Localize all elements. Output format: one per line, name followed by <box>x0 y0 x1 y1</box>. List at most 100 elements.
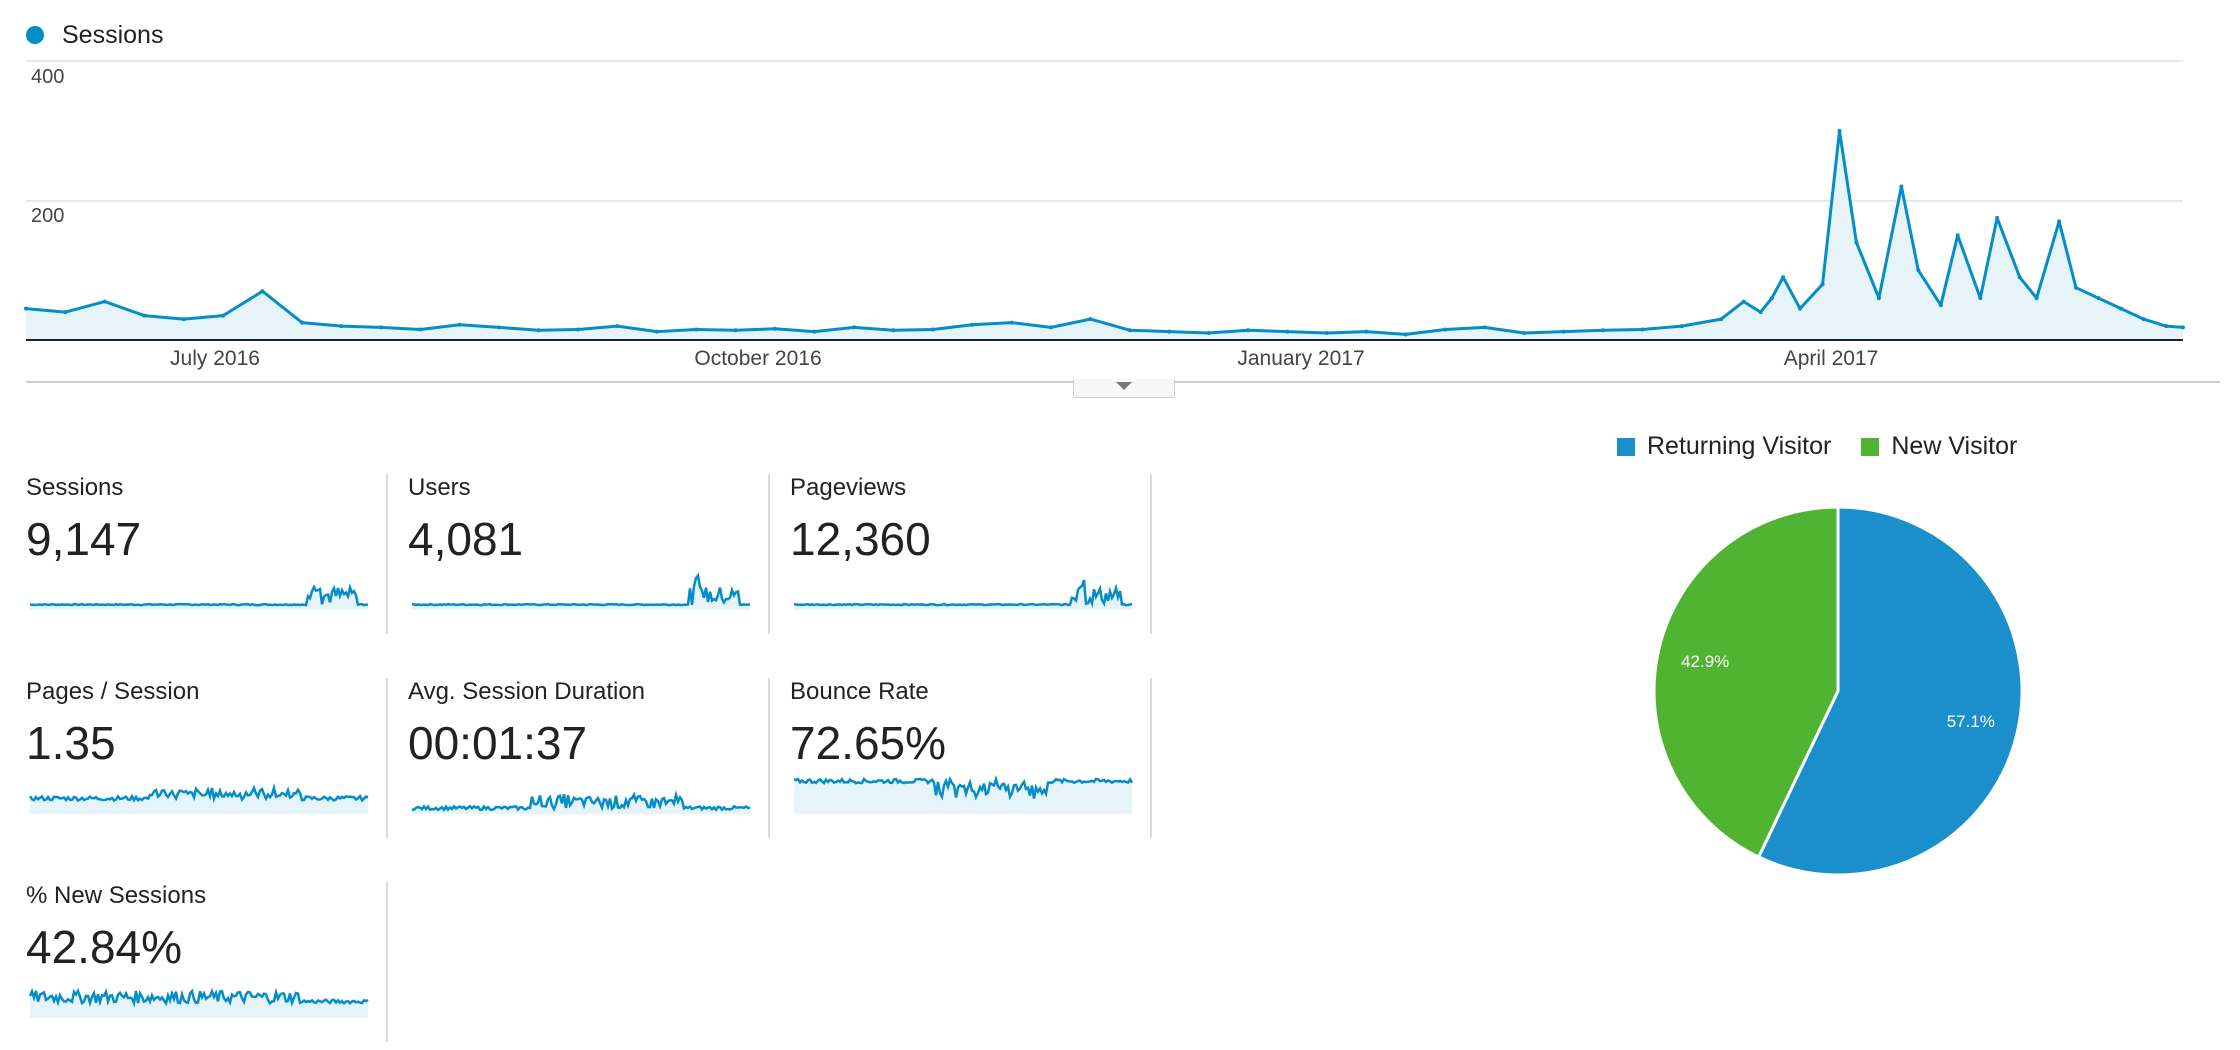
sessions-data-point[interactable] <box>1561 329 1566 334</box>
metric-value: 72.65% <box>790 717 947 769</box>
sessions-data-point[interactable] <box>1325 331 1329 335</box>
sessions-data-point[interactable] <box>1679 324 1684 329</box>
sessions-data-point[interactable] <box>615 324 620 329</box>
metric-tile-users[interactable]: Users 4,081 <box>408 474 770 634</box>
sessions-data-point[interactable] <box>2034 296 2039 301</box>
legend-swatch-new <box>1861 437 1880 456</box>
sessions-data-point[interactable] <box>1854 240 1859 245</box>
sessions-data-point[interactable] <box>2141 317 2146 322</box>
sessions-data-point[interactable] <box>970 322 975 327</box>
sessions-data-point[interactable] <box>181 317 186 322</box>
sessions-legend[interactable]: Sessions <box>26 20 163 50</box>
sessions-data-point[interactable] <box>1167 329 1172 334</box>
legend-swatch-returning <box>1617 437 1635 456</box>
sparkline-path <box>411 572 751 607</box>
sessions-data-point[interactable] <box>24 306 28 311</box>
sessions-data-point[interactable] <box>2119 306 2123 311</box>
sessions-data-point[interactable] <box>1978 296 1983 301</box>
sparkline-area <box>412 794 750 814</box>
legend-label-returning: Returning Visitor <box>1647 432 1832 460</box>
metric-tile-avg-session-duration[interactable]: Avg. Session Duration 00:01:37 <box>408 678 770 838</box>
sessions-data-point[interactable] <box>851 325 856 330</box>
sessions-data-point[interactable] <box>733 328 738 333</box>
sparkline <box>28 783 369 814</box>
metric-tile-new-sessions[interactable]: % New Sessions 42.84% <box>26 882 388 1042</box>
sessions-data-point[interactable] <box>891 328 896 333</box>
sessions-data-point[interactable] <box>339 324 344 329</box>
sessions-data-point[interactable] <box>1049 325 1053 330</box>
x-tick-july-2016: July 2016 <box>170 347 260 370</box>
sessions-data-point[interactable] <box>2096 296 2101 301</box>
sessions-data-point[interactable] <box>1719 317 1724 322</box>
sessions-data-point[interactable] <box>1127 328 1132 333</box>
legend-item-returning-visitor[interactable]: Returning Visitor <box>1617 432 1831 461</box>
sessions-data-point[interactable] <box>1364 329 1369 334</box>
sessions-data-point[interactable] <box>654 329 659 334</box>
metric-tile-bounce-rate[interactable]: Bounce Rate 72.65% <box>790 678 1152 838</box>
sessions-data-point[interactable] <box>300 320 304 325</box>
sessions-data-point[interactable] <box>2074 285 2078 290</box>
sessions-data-point[interactable] <box>694 327 699 332</box>
sessions-data-point[interactable] <box>2017 275 2022 280</box>
line-chart-plot <box>24 60 2220 383</box>
sessions-data-point[interactable] <box>1741 299 1746 304</box>
metric-label: Pages / Session <box>26 678 200 705</box>
sessions-data-point[interactable] <box>1403 332 1408 337</box>
sessions-data-point[interactable] <box>1285 329 1290 334</box>
metric-value: 42.84% <box>26 921 183 973</box>
sessions-data-point[interactable] <box>1938 303 1943 308</box>
pie-legend: Returning Visitor New Visitor <box>1617 432 2047 461</box>
sessions-data-point[interactable] <box>1246 328 1251 333</box>
sessions-data-point[interactable] <box>1995 215 2000 220</box>
sessions-data-point[interactable] <box>1009 320 1014 325</box>
sessions-data-point[interactable] <box>1955 233 1960 238</box>
sessions-data-point[interactable] <box>1206 331 1211 335</box>
sessions-data-point[interactable] <box>1798 306 1802 311</box>
sessions-data-point[interactable] <box>1443 327 1448 332</box>
sessions-data-point[interactable] <box>1088 317 1093 322</box>
sessions-data-point[interactable] <box>378 325 383 330</box>
sessions-data-point[interactable] <box>1758 310 1763 315</box>
sessions-data-point[interactable] <box>497 325 502 330</box>
chart-expand-toggle[interactable] <box>1073 379 1175 398</box>
legend-item-new-visitor[interactable]: New Visitor <box>1861 432 2017 461</box>
sessions-data-point[interactable] <box>1837 128 1842 133</box>
pie-slice-returning-visitor[interactable] <box>1756 505 2024 877</box>
sessions-data-point[interactable] <box>1781 275 1786 280</box>
sessions-data-point[interactable] <box>63 310 68 315</box>
sessions-data-point[interactable] <box>575 327 580 332</box>
sessions-data-point[interactable] <box>930 327 935 332</box>
pie-slice-new-visitor[interactable] <box>1652 505 1840 859</box>
metric-tile-sessions[interactable]: Sessions 9,147 <box>26 474 388 634</box>
sessions-data-point[interactable] <box>2181 325 2185 330</box>
metric-tile-pages-per-session[interactable]: Pages / Session 1.35 <box>26 678 388 838</box>
sessions-data-point[interactable] <box>1899 184 1904 189</box>
sessions-data-point[interactable] <box>142 313 147 318</box>
sessions-data-point[interactable] <box>812 329 817 334</box>
sessions-data-point[interactable] <box>773 326 777 331</box>
sessions-data-point[interactable] <box>1640 327 1645 332</box>
sessions-data-point[interactable] <box>221 313 226 318</box>
metric-label: Users <box>408 474 471 501</box>
sparkline-path <box>793 774 1134 801</box>
sessions-data-point[interactable] <box>1916 268 1921 273</box>
sessions-data-point[interactable] <box>1769 296 1774 301</box>
sessions-data-point[interactable] <box>2164 324 2169 329</box>
sparkline <box>29 583 369 610</box>
sparkline-area <box>30 990 368 1018</box>
metric-tile-pageviews[interactable]: Pageviews 12,360 <box>790 474 1152 634</box>
sessions-data-point[interactable] <box>1876 296 1881 301</box>
metric-label: Avg. Session Duration <box>408 678 646 705</box>
sessions-data-point[interactable] <box>102 299 107 304</box>
sessions-data-point[interactable] <box>457 322 462 327</box>
sessions-data-point[interactable] <box>2057 219 2062 224</box>
sessions-data-point[interactable] <box>1600 328 1605 333</box>
sessions-data-point[interactable] <box>418 327 423 332</box>
sessions-data-point[interactable] <box>260 289 265 294</box>
metric-label: % New Sessions <box>26 882 207 909</box>
sessions-data-point[interactable] <box>1482 325 1487 330</box>
metric-value: 00:01:37 <box>408 717 588 769</box>
sessions-data-point[interactable] <box>536 328 541 333</box>
sessions-data-point[interactable] <box>1522 331 1527 335</box>
sessions-data-point[interactable] <box>1820 282 1825 287</box>
